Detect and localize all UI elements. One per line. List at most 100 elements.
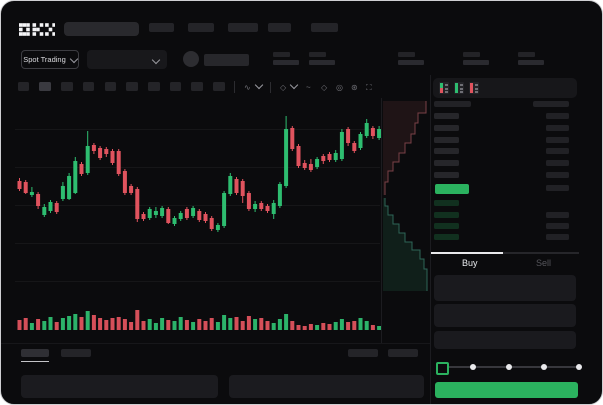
orderbook-col-header-amount xyxy=(533,101,569,107)
bottom-tab[interactable] xyxy=(61,349,91,357)
slider-stop-dot[interactable] xyxy=(470,364,477,370)
chart-bottom-divider xyxy=(1,343,430,344)
ticker-stat-value xyxy=(398,59,424,65)
slider-stop-dot[interactable] xyxy=(540,364,547,370)
orders-table-right xyxy=(229,375,424,398)
chevron-down-icon xyxy=(69,54,79,63)
bid-row-amount-bar xyxy=(546,234,569,240)
icon-line xyxy=(459,88,463,90)
top-nav xyxy=(1,1,602,45)
tab-sell[interactable]: Sell xyxy=(536,258,552,268)
line-tool-icon[interactable]: ~ xyxy=(306,83,311,92)
magnet-icon[interactable]: ◇ xyxy=(321,83,328,92)
chevron-down-icon xyxy=(254,80,263,90)
drawing-dropdown[interactable]: ◇ xyxy=(280,80,299,94)
interval-button[interactable] xyxy=(39,82,52,91)
ticker-stat-value xyxy=(309,59,335,65)
nav-item[interactable] xyxy=(188,23,214,32)
interval-button[interactable] xyxy=(213,82,225,91)
bottom-control[interactable] xyxy=(348,349,378,357)
search-input[interactable] xyxy=(64,22,139,36)
ticker-stat-value xyxy=(273,59,299,65)
icon-color-column xyxy=(440,83,443,93)
interval-button[interactable] xyxy=(104,82,117,91)
tab-indicator-track xyxy=(431,252,579,254)
trade-panel: Buy Sell xyxy=(431,247,602,404)
market-type-label: Spot Trading xyxy=(23,55,66,64)
interval-button[interactable] xyxy=(169,82,182,91)
ticker-stat-value xyxy=(518,59,544,65)
ask-row-price-bar[interactable] xyxy=(434,159,459,166)
bottom-tab-underline xyxy=(21,360,49,362)
ticker-stat-label xyxy=(463,52,480,57)
icon-line xyxy=(474,84,478,86)
ticker-stat-label xyxy=(309,52,326,57)
bottom-control[interactable] xyxy=(388,349,418,357)
last-price-bar xyxy=(435,184,469,194)
tab-active-indicator xyxy=(431,252,503,254)
bid-row-amount-bar xyxy=(546,223,569,229)
right-panel-divider xyxy=(430,75,431,404)
ask-row-price-bar[interactable] xyxy=(434,148,459,154)
amount-slider[interactable] xyxy=(436,361,582,375)
interval-button[interactable] xyxy=(82,82,95,91)
orderbook-panel xyxy=(431,75,602,247)
interval-button[interactable] xyxy=(191,82,203,91)
icon-color-column xyxy=(470,83,473,93)
bid-row-price-bar[interactable] xyxy=(434,234,459,240)
slider-stop-dot[interactable] xyxy=(505,364,512,370)
interval-button[interactable] xyxy=(126,82,138,91)
orders-table-left xyxy=(21,375,218,398)
nav-item[interactable] xyxy=(268,23,291,32)
slider-stop-dot[interactable] xyxy=(576,364,582,370)
toolbar-divider xyxy=(234,81,235,93)
interval-button[interactable] xyxy=(17,82,30,91)
book-combined-icon[interactable] xyxy=(439,82,449,94)
slider-handle[interactable] xyxy=(436,361,449,375)
chevron-down-icon xyxy=(151,55,161,65)
interval-button[interactable] xyxy=(61,82,73,91)
chart-toolbar: ∿ ◇ ~ ◇ ◎ ⊛ ⛶ xyxy=(1,77,430,99)
ask-row-price-bar[interactable] xyxy=(434,136,459,143)
interval-button[interactable] xyxy=(147,82,160,91)
tab-buy[interactable]: Buy xyxy=(462,258,478,268)
book-asks-icon[interactable] xyxy=(469,82,479,94)
price-field[interactable] xyxy=(434,275,576,301)
bid-row-price-bar[interactable] xyxy=(434,211,459,218)
ticker-stat-value xyxy=(463,59,489,65)
settings-icon[interactable]: ⊛ xyxy=(351,83,358,92)
ask-row-amount-bar xyxy=(546,159,569,166)
fullscreen-icon[interactable]: ⛶ xyxy=(366,83,372,92)
icon-line xyxy=(459,84,463,86)
buy-submit-button[interactable] xyxy=(435,382,578,398)
book-bids-icon[interactable] xyxy=(454,82,464,94)
nav-item[interactable] xyxy=(149,23,174,32)
orderbook-toolbar xyxy=(433,78,577,98)
ask-row-price-bar[interactable] xyxy=(434,113,459,119)
ticker-stat-label xyxy=(273,52,290,57)
indicator-dropdown[interactable]: ∿ xyxy=(244,80,263,94)
nav-item[interactable] xyxy=(228,23,258,32)
okx-logo[interactable] xyxy=(19,23,55,36)
icon-line xyxy=(444,88,448,90)
ask-row-price-bar[interactable] xyxy=(434,125,459,131)
bid-row-price-bar[interactable] xyxy=(434,200,459,206)
bottom-panel xyxy=(1,344,430,404)
bottom-tab-active[interactable] xyxy=(21,349,49,357)
amount-field[interactable] xyxy=(434,304,576,327)
bid-row-price-bar[interactable] xyxy=(434,223,459,229)
ask-row-price-bar[interactable] xyxy=(434,171,459,178)
market-type-dropdown[interactable]: Spot Trading xyxy=(21,50,79,69)
total-field[interactable] xyxy=(434,331,576,349)
chart-depth-divider xyxy=(381,98,382,343)
nav-item[interactable] xyxy=(311,23,338,32)
bid-row-amount-bar xyxy=(546,211,569,218)
pair-selector-dropdown[interactable] xyxy=(87,50,167,69)
screenshot-icon[interactable]: ◎ xyxy=(336,83,343,92)
icon-line xyxy=(474,91,478,93)
trading-bar: Spot Trading xyxy=(1,45,602,75)
last-price-amount-bar xyxy=(546,185,569,191)
orderbook-col-header-price xyxy=(434,101,471,107)
